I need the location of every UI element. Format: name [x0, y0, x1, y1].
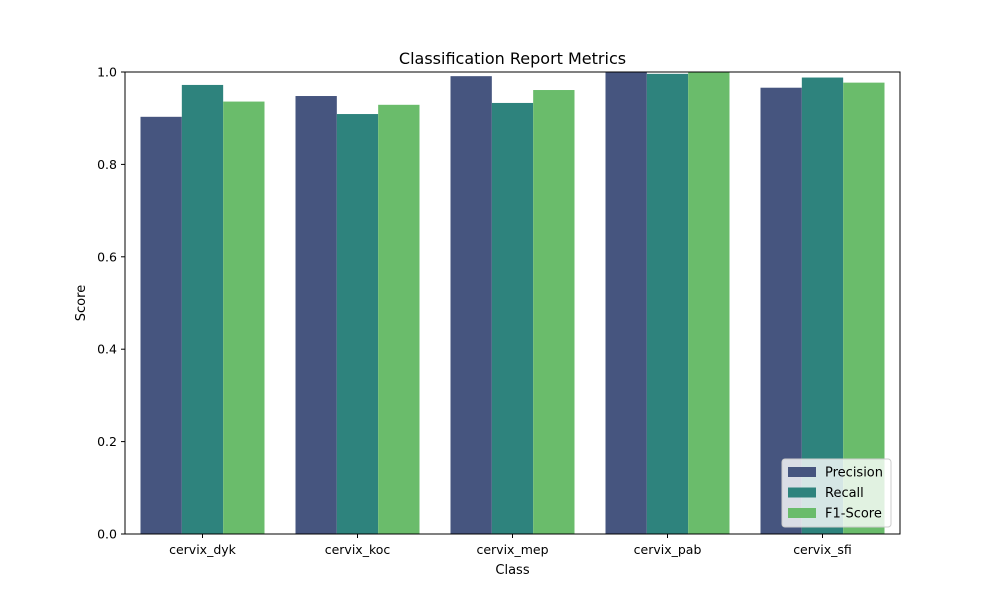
bar-recall-cervix-pab	[646, 73, 689, 534]
x-tick-label: cervix_koc	[325, 542, 391, 557]
bar-recall-cervix-koc	[336, 114, 379, 534]
chart-title: Classification Report Metrics	[399, 49, 626, 68]
y-axis-label: Score	[74, 285, 89, 321]
bar-precision-cervix-mep	[450, 76, 492, 534]
axes-layer: 0.0 0.2 0.4 0.6 0.8 1.0 cervix_dyk cervix_koc ce…	[97, 65, 901, 557]
y-tick-label: 0.0	[97, 527, 117, 542]
x-axis-label: Class	[495, 563, 529, 578]
bar-f1-score-cervix-dyk	[223, 101, 265, 534]
legend: Precision Recall F1-Score	[781, 458, 892, 528]
bar-f1-score-cervix-pab	[688, 72, 730, 534]
y-tick-label: 0.8	[97, 157, 117, 172]
legend-swatch	[788, 508, 816, 518]
bar-f1-score-cervix-koc	[378, 104, 420, 535]
x-tick-label: cervix_mep	[476, 542, 548, 557]
x-tick-label: cervix_pab	[634, 542, 702, 557]
x-tick-label: cervix_sfi	[793, 542, 852, 557]
bar-precision-cervix-pab	[605, 72, 647, 534]
y-tick-label: 1.0	[97, 65, 117, 80]
legend-swatch	[788, 467, 816, 477]
bar-recall-cervix-dyk	[181, 84, 224, 534]
legend-label: F1-Score	[825, 507, 882, 522]
bar-f1-score-cervix-mep	[533, 90, 575, 535]
legend-swatch	[788, 487, 816, 498]
bar-recall-cervix-sfi	[801, 77, 844, 534]
bars-layer	[140, 72, 885, 535]
bar-recall-cervix-mep	[491, 102, 534, 534]
x-tick-label: cervix_dyk	[169, 542, 237, 557]
bar-precision-cervix-dyk	[140, 116, 182, 534]
y-tick-label: 0.2	[97, 434, 117, 449]
y-tick-label: 0.4	[97, 342, 117, 357]
legend-label: Precision	[825, 466, 883, 481]
y-tick-label: 0.6	[97, 249, 117, 264]
bar-precision-cervix-koc	[295, 96, 337, 535]
legend-label: Recall	[825, 486, 864, 501]
